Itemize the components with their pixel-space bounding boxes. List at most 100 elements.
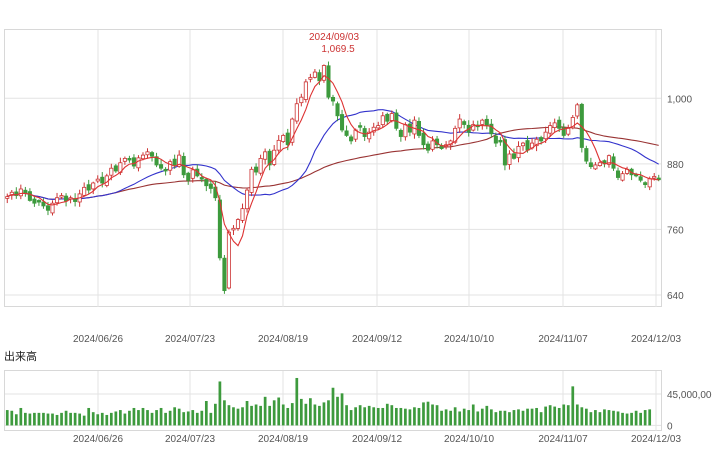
candle: [362, 128, 367, 137]
volume-bar: [512, 410, 516, 426]
volume-bar: [33, 412, 36, 426]
candle: [516, 145, 521, 159]
candle: [412, 119, 417, 135]
volume-bar: [440, 410, 443, 426]
volume-bar: [625, 413, 629, 426]
candle: [643, 182, 648, 186]
volume-bar: [489, 409, 493, 426]
candle: [575, 104, 580, 117]
volume-bar: [182, 412, 186, 426]
candle: [267, 150, 272, 166]
volume-bar: [290, 403, 294, 426]
candle: [82, 186, 87, 196]
candle: [204, 178, 209, 187]
candle: [145, 151, 150, 156]
candle: [453, 127, 458, 143]
volume-bar: [630, 412, 633, 426]
volume-bar: [327, 400, 330, 426]
volume-bar: [119, 410, 122, 426]
volume-x-tick-label: 2024/07/23: [165, 434, 215, 445]
candle: [638, 176, 643, 181]
volume-bar: [5, 410, 9, 426]
candle: [457, 118, 462, 129]
price-y-tick-label: 880: [667, 160, 684, 171]
volume-bar: [358, 405, 362, 426]
volume-bar: [598, 412, 602, 426]
candle: [231, 227, 236, 231]
volume-bar: [114, 411, 118, 426]
volume-bar: [385, 403, 389, 426]
candle: [290, 118, 295, 143]
volume-bar: [91, 412, 95, 426]
volume-bar: [363, 407, 367, 426]
candle: [548, 125, 553, 134]
candle: [398, 129, 403, 137]
volume-bar: [413, 407, 416, 426]
candle: [606, 155, 612, 165]
price-y-tick-label: 760: [667, 225, 684, 236]
volume-bar: [349, 410, 353, 426]
volume-bar: [105, 414, 109, 426]
volume-bar: [376, 407, 380, 426]
volume-bar: [214, 403, 217, 426]
volume-bar: [200, 410, 204, 426]
volume-x-tick-label: 2024/08/19: [258, 434, 308, 445]
candle: [113, 165, 118, 172]
volume-bar: [259, 405, 262, 426]
volume-bar: [435, 405, 439, 426]
volume-bar: [132, 407, 136, 426]
volume-bars: [5, 377, 652, 426]
candle: [54, 197, 60, 204]
volume-bar: [422, 402, 425, 426]
volume-bar: [186, 411, 190, 426]
candle: [308, 77, 313, 80]
volume-bar: [530, 408, 534, 426]
volume-panel: 出来高 045,000,000 2024/06/262024/07/232024…: [4, 349, 712, 445]
price-y-axis: 640 760 880 1,000: [667, 94, 692, 302]
candle: [303, 81, 308, 100]
volume-bar: [64, 410, 68, 426]
price-grid: [5, 30, 661, 307]
volume-bar: [51, 413, 54, 426]
volume-bar: [254, 404, 258, 426]
candle: [340, 114, 345, 131]
volume-bar: [295, 377, 299, 426]
volume-bar: [544, 406, 547, 426]
volume-x-axis: 2024/06/26 2024/07/23 2024/08/19 2024/09/12…: [73, 434, 681, 445]
volume-bar: [367, 405, 371, 426]
volume-bar: [128, 410, 131, 426]
volume-bar: [10, 410, 14, 426]
candle: [45, 205, 51, 211]
volume-bar: [150, 412, 154, 426]
candle: [190, 169, 195, 179]
volume-x-tick-label: 2024/12/03: [631, 434, 681, 445]
moving-average-short-line: [7, 74, 659, 247]
volume-bar: [177, 408, 181, 426]
candle: [489, 123, 494, 135]
candle: [534, 138, 539, 147]
candle: [312, 71, 317, 78]
volume-bar: [173, 407, 177, 426]
volume-bar: [19, 407, 23, 426]
volume-bar: [281, 404, 285, 426]
volume-bar: [553, 406, 557, 426]
volume-bar: [191, 410, 195, 426]
candle: [416, 120, 421, 136]
price-y-tick-label: 640: [667, 291, 684, 302]
volume-bar: [426, 401, 430, 426]
candle: [511, 153, 516, 159]
candle: [652, 176, 657, 179]
volume-bar: [55, 414, 59, 426]
volume-bar: [250, 405, 253, 426]
volume-bar: [648, 409, 652, 426]
candle: [122, 157, 127, 162]
candle: [425, 143, 431, 151]
candle: [480, 119, 485, 125]
candle: [326, 65, 331, 98]
volume-bar: [562, 404, 566, 426]
price-x-tick-label: 2024/10/10: [444, 334, 494, 345]
candle: [566, 127, 571, 135]
volume-bar: [458, 411, 462, 426]
volume-bar: [42, 412, 45, 426]
candle: [367, 131, 372, 140]
